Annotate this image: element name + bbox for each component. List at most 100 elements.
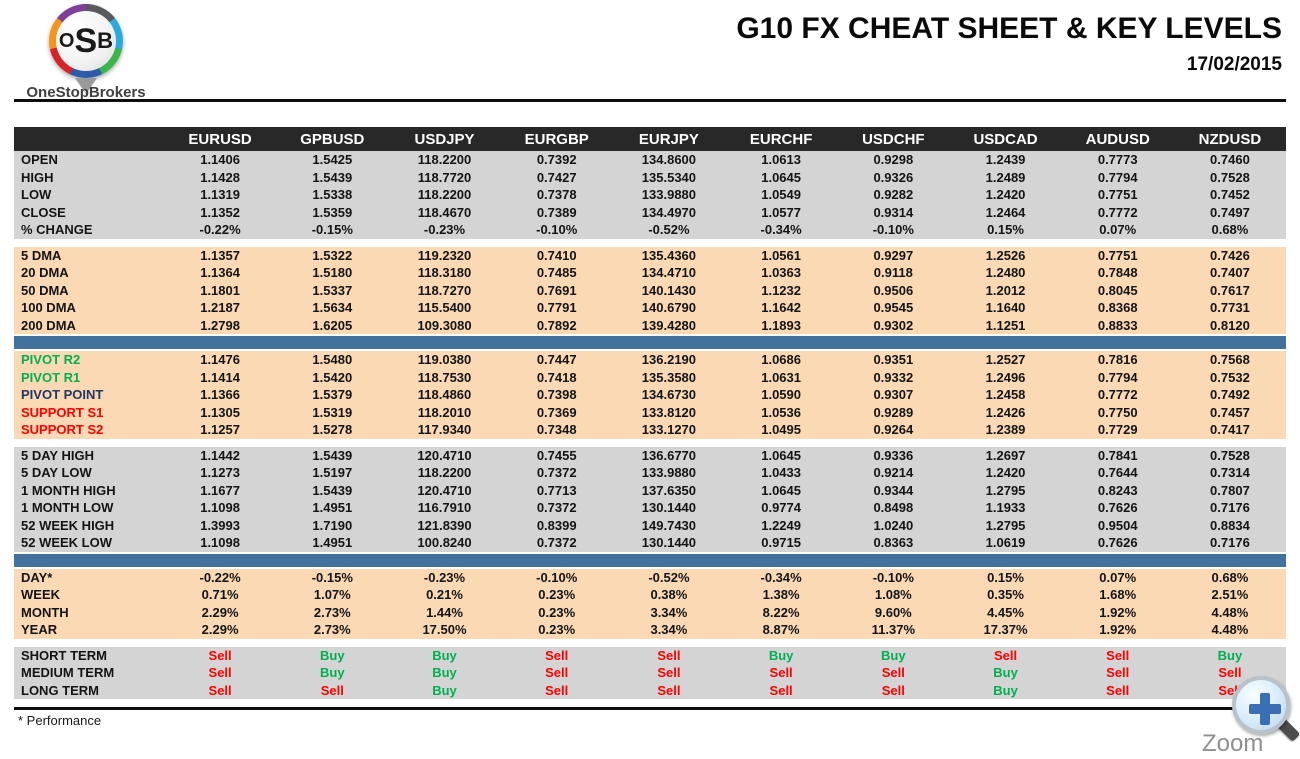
- table-row: PIVOT POINT 1.1366 1.5379 118.4860 0.7398 134…: [14, 386, 1286, 404]
- value-cell: 0.7410: [536, 247, 577, 263]
- value-cell: 1.92%: [1099, 622, 1137, 638]
- value-cell: 0.9506: [873, 282, 914, 298]
- value-cell: 0.9774: [761, 500, 801, 516]
- zoom-button[interactable]: Zoom: [1202, 676, 1300, 757]
- value-cell: 1.5439: [312, 447, 353, 463]
- value-cell: 0.7892: [536, 317, 577, 333]
- value-cell: 1.0613: [761, 152, 801, 168]
- value-cell: 0.8368: [1097, 300, 1138, 316]
- column-header: EURCHF: [749, 130, 813, 148]
- value-cell: 134.4710: [641, 265, 697, 281]
- value-cell: 0.7407: [1210, 265, 1250, 281]
- value-cell: 1.08%: [874, 587, 912, 603]
- value-cell: 1.5338: [312, 187, 353, 203]
- value-cell: 0.38%: [650, 587, 688, 603]
- value-cell: 1.1406: [200, 152, 240, 168]
- value-cell: 3.34%: [650, 622, 688, 638]
- title-block: G10 FX CHEAT SHEET & KEY LEVELS 17/02/20…: [736, 12, 1282, 76]
- table-row: % CHANGE -0.22% -0.15% -0.23% -0.10% -0.52% -0…: [14, 221, 1286, 239]
- table-row: 1 MONTH HIGH 1.1677 1.5439 120.4710 0.7713 13…: [14, 482, 1286, 500]
- value-cell: 0.7568: [1210, 352, 1250, 368]
- value-cell: 136.6770: [641, 447, 697, 463]
- table-row: 5 DAY HIGH 1.1442 1.5439 120.4710 0.7455 136.…: [14, 447, 1286, 465]
- value-cell: 1.2697: [985, 447, 1026, 463]
- value-cell: 121.8390: [417, 517, 472, 533]
- value-cell: 17.37%: [983, 622, 1028, 638]
- table-row: SUPPORT S2 1.1257 1.5278 117.9340 0.7348 133.…: [14, 421, 1286, 439]
- row-label: OPEN: [21, 152, 58, 168]
- value-cell: 0.7417: [1210, 422, 1250, 438]
- value-cell: 0.7460: [1210, 152, 1250, 168]
- value-cell: Sell: [881, 665, 905, 681]
- value-cell: 0.9298: [873, 152, 914, 168]
- value-cell: 1.5180: [312, 265, 353, 281]
- section-signals: SHORT TERM Sell Buy Buy Sell Sell Buy Buy Sell Se…: [14, 646, 1286, 699]
- value-cell: 1.1442: [200, 447, 240, 463]
- value-cell: 1.0686: [761, 352, 801, 368]
- value-cell: Sell: [545, 682, 569, 698]
- value-cell: 8.22%: [762, 604, 800, 620]
- value-cell: 0.7426: [1210, 247, 1250, 263]
- column-header: USDCAD: [973, 130, 1038, 148]
- value-cell: 1.2489: [985, 169, 1026, 185]
- value-cell: 1.2420: [985, 187, 1026, 203]
- value-cell: 0.7427: [536, 169, 577, 185]
- value-cell: 1.0645: [761, 482, 801, 498]
- value-cell: 100.8240: [417, 535, 472, 551]
- brand-name: OneStopBrokers: [26, 84, 146, 101]
- value-cell: Buy: [320, 665, 345, 681]
- value-cell: 1.7190: [312, 517, 353, 533]
- value-cell: 0.9326: [873, 169, 914, 185]
- logo-pin-tail: [75, 78, 97, 94]
- value-cell: 139.4280: [641, 317, 697, 333]
- footer-divider: [14, 707, 1286, 710]
- table-row: 52 WEEK HIGH 1.3993 1.7190 121.8390 0.8399 14…: [14, 517, 1286, 535]
- section-pivots: PIVOT R2 1.1476 1.5480 119.0380 0.7447 136.21…: [14, 351, 1286, 439]
- magnifier-glass-icon: [1232, 676, 1290, 734]
- value-cell: 0.7791: [536, 300, 577, 316]
- value-cell: 1.5197: [312, 465, 353, 481]
- table-row: 100 DMA 1.2187 1.5634 115.5400 0.7791 140.679…: [14, 299, 1286, 317]
- value-cell: Buy: [320, 647, 345, 663]
- value-cell: 0.07%: [1099, 569, 1137, 585]
- value-cell: 0.7378: [536, 187, 577, 203]
- row-label: MONTH: [21, 604, 69, 620]
- fx-table-header: EURUSD GPBUSD USDJPY EURGBP EURJPY EURCHF USDC…: [14, 127, 1286, 151]
- value-cell: 0.7455: [536, 447, 577, 463]
- row-label: % CHANGE: [21, 222, 93, 238]
- value-cell: 0.7731: [1210, 300, 1250, 316]
- value-cell: 0.68%: [1211, 222, 1249, 238]
- value-cell: 1.2795: [985, 517, 1026, 533]
- value-cell: -0.10%: [536, 222, 578, 238]
- value-cell: 1.5278: [312, 422, 353, 438]
- value-cell: 0.23%: [538, 587, 576, 603]
- value-cell: 0.7772: [1097, 204, 1138, 220]
- value-cell: 0.7528: [1210, 169, 1250, 185]
- value-cell: 0.7713: [536, 482, 577, 498]
- value-cell: 1.1357: [200, 247, 240, 263]
- value-cell: 0.21%: [426, 587, 463, 603]
- value-cell: 136.2190: [641, 352, 697, 368]
- table-row: SHORT TERM Sell Buy Buy Sell Sell Buy Buy Sell Se…: [14, 647, 1286, 665]
- value-cell: 1.92%: [1099, 604, 1137, 620]
- value-cell: 118.7530: [417, 369, 472, 385]
- row-label: SUPPORT S2: [21, 422, 104, 438]
- section-gap: [14, 238, 1286, 247]
- value-cell: 1.5420: [312, 369, 353, 385]
- value-cell: 0.7691: [536, 282, 577, 298]
- value-cell: 0.9307: [873, 387, 914, 403]
- value-cell: 0.7773: [1097, 152, 1138, 168]
- value-cell: Sell: [1106, 682, 1130, 698]
- value-cell: 1.0645: [761, 447, 801, 463]
- value-cell: 1.2526: [985, 247, 1026, 263]
- value-cell: Buy: [432, 647, 457, 663]
- value-cell: 1.2464: [985, 204, 1026, 220]
- value-cell: 1.4951: [312, 500, 353, 516]
- table-row: PIVOT R2 1.1476 1.5480 119.0380 0.7447 136.21…: [14, 351, 1286, 369]
- value-cell: 0.7176: [1210, 500, 1250, 516]
- value-cell: 1.2458: [985, 387, 1026, 403]
- value-cell: 0.9302: [873, 317, 914, 333]
- table-row: 52 WEEK LOW 1.1098 1.4951 100.8240 0.7372 130…: [14, 534, 1286, 552]
- value-cell: 1.3993: [200, 517, 240, 533]
